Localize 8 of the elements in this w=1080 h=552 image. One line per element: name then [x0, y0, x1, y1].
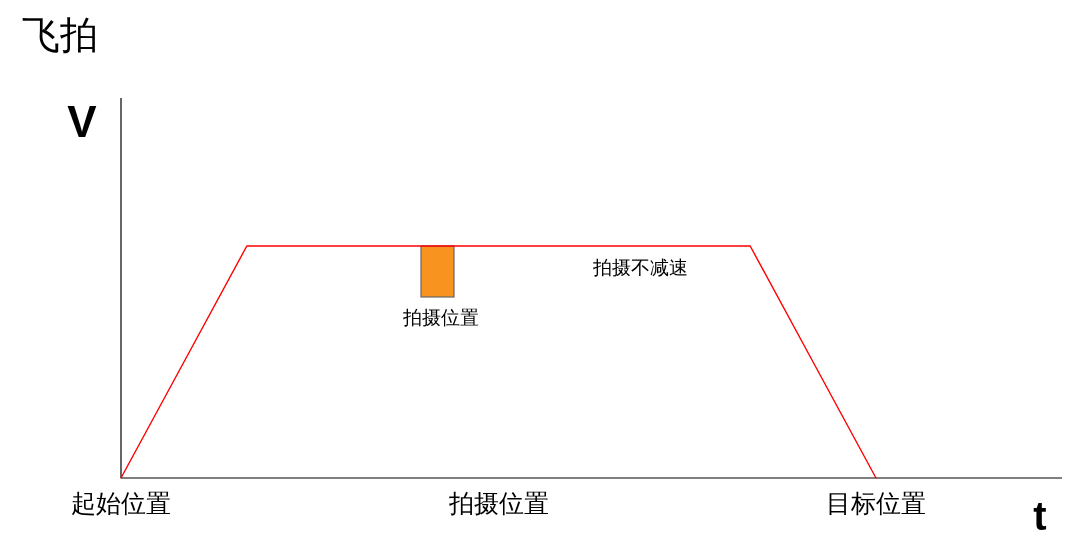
- x-tick-label: 目标位置: [826, 489, 926, 517]
- y-axis-title: V: [67, 97, 98, 146]
- x-tick-label: 起始位置: [71, 489, 171, 517]
- annotation: 拍摄位置: [402, 307, 479, 328]
- x-axis-title: t: [1033, 494, 1047, 538]
- annotation: 拍摄不减速: [591, 257, 688, 278]
- chart-title: 飞拍: [22, 14, 98, 56]
- x-tick-label: 拍摄位置: [447, 489, 549, 517]
